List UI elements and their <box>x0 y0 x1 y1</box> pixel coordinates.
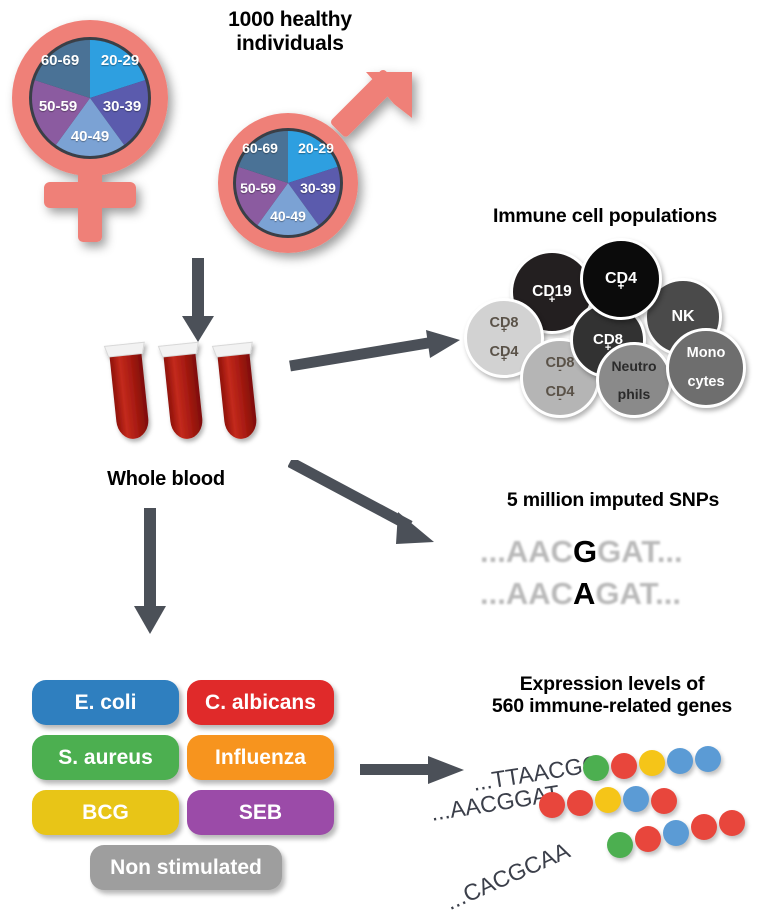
immune-cell-cd8-label: CD8 <box>592 331 623 349</box>
snp-row1-variant: G <box>573 534 598 569</box>
expression-strand-2-bead-2 <box>567 790 593 816</box>
immune-cell-monocytes-line2: cytes <box>687 374 725 391</box>
expression-strand-3-bead-5 <box>719 810 745 836</box>
whole-blood-label: Whole blood <box>107 468 225 490</box>
immune-cell-cd8pos-cd4pos-line2: CD4 <box>489 344 519 361</box>
arrow-cohort-to-blood <box>178 258 218 346</box>
snp-row2-variant: A <box>573 576 596 611</box>
immune-cell-cd8neg-cd4neg-line2: CD4 <box>545 384 575 401</box>
stimulus-c-albicans[interactable]: C. albicans <box>187 680 334 725</box>
immune-cell-cluster: CD19 + CD4 + CD8 + CD4 + CD8 + NK CD8- CD4- N… <box>462 238 762 418</box>
immune-title: Immune cell populations <box>492 205 717 227</box>
expression-strand-3-bead-4 <box>691 814 717 840</box>
expression-strand-3-sequence: ...CACGCAA <box>441 837 574 915</box>
immune-cell-cd19-label: CD19 <box>532 283 572 301</box>
immune-cell-neutrophils: Neutro phils <box>596 342 672 418</box>
cohort-heading-line2: individuals <box>236 31 344 55</box>
immune-cell-cd8neg-cd4neg-line1: CD8 <box>545 354 575 371</box>
expression-strand-3-bead-3 <box>663 820 689 846</box>
immune-cell-neutrophils-line2: phils <box>617 386 651 403</box>
immune-cell-cd4-label: CD4 <box>604 269 637 287</box>
arrow-blood-to-immune <box>288 330 464 382</box>
snp-sequence-row-2: ...AACAGAT... <box>480 576 681 612</box>
expression-strand-3-bead-2 <box>635 826 661 852</box>
stimuli-panel: E. coli C. albicans S. aureus Influenza … <box>32 680 352 898</box>
expression-strand-1-bead-2 <box>611 753 637 779</box>
expression-title-line2: 560 immune-related genes <box>491 694 733 717</box>
male-symbol: 20-29 30-39 40-49 50-59 60-69 <box>198 70 433 265</box>
stimulus-non-stimulated[interactable]: Non stimulated <box>90 845 282 890</box>
snp-row2-suffix: GAT... <box>595 576 681 611</box>
snp-sequence-row-1: ...AACGGAT... <box>480 534 683 570</box>
snp-sequences: ...AACGGAT... ...AACAGAT... <box>480 528 750 620</box>
immune-cell-nk-label: NK <box>671 307 695 325</box>
immune-cell-monocytes: Mono cytes <box>666 328 746 408</box>
stimulus-e-coli[interactable]: E. coli <box>32 680 179 725</box>
stimulus-seb[interactable]: SEB <box>187 790 334 835</box>
expression-strand-1-bead-1 <box>583 755 609 781</box>
expression-strand-3-bead-1 <box>607 832 633 858</box>
immune-cell-cd4: CD4 + <box>580 238 662 320</box>
stimulus-influenza[interactable]: Influenza <box>187 735 334 780</box>
stimulus-bcg[interactable]: BCG <box>32 790 179 835</box>
expression-title-line1: Expression levels of <box>519 673 705 695</box>
male-age-pie <box>235 131 341 236</box>
immune-cell-cd8pos-cd4pos-line1: CD8 <box>489 314 519 331</box>
arrow-blood-to-snps <box>287 457 448 552</box>
blood-tube-1 <box>103 341 149 439</box>
expression-strand-1-bead-4 <box>667 748 693 774</box>
expression-strand-2-bead-5 <box>651 788 677 814</box>
blood-tube-2 <box>157 341 203 439</box>
expression-strand-1-bead-3 <box>639 750 665 776</box>
snp-row1-suffix: GAT... <box>597 534 683 569</box>
expression-strand-1-bead-5 <box>695 746 721 772</box>
stimulus-s-aureus[interactable]: S. aureus <box>32 735 179 780</box>
immune-cell-monocytes-line1: Mono <box>686 344 726 361</box>
female-symbol: 20-29 30-39 40-49 50-59 60-69 <box>6 10 196 260</box>
snp-row1-prefix: ...AAC <box>480 534 573 569</box>
immune-cell-neutrophils-line1: Neutro <box>611 357 657 374</box>
arrow-stimuli-to-expression <box>360 752 470 792</box>
expression-strands: ...TTAACGG ...AACGGAT ...CACGCAA <box>429 740 771 915</box>
snp-row2-prefix: ...AAC <box>480 576 573 611</box>
expression-strand-2-bead-4 <box>623 786 649 812</box>
cohort-heading: 1000 healthy individuals <box>180 8 400 55</box>
expression-title: Expression levels of 560 immune-related … <box>458 673 766 718</box>
blood-tubes <box>98 338 278 458</box>
female-age-pie <box>31 40 149 157</box>
cohort-heading-line1: 1000 healthy <box>228 8 352 31</box>
arrow-blood-to-stimuli <box>130 508 170 638</box>
blood-tube-3 <box>211 341 257 439</box>
snps-title: 5 million imputed SNPs <box>506 489 720 511</box>
expression-strand-2-bead-3 <box>595 787 621 813</box>
expression-strand-2-bead-1 <box>539 792 565 818</box>
